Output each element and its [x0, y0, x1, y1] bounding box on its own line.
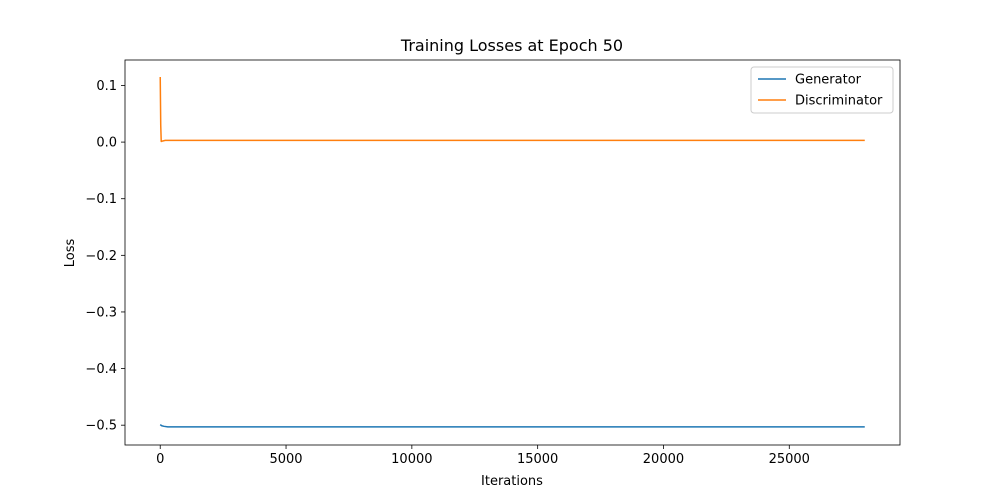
legend-label-discriminator: Discriminator	[795, 94, 883, 109]
legend: Generator Discriminator	[750, 66, 894, 114]
y-axis: 0.1 0.0 −0.1 −0.2 −0.3 −0.4 −0.5	[85, 79, 125, 434]
axes-frame	[124, 59, 901, 446]
legend-box	[750, 66, 894, 114]
y-tick-label: −0.5	[85, 419, 117, 434]
x-tick-label: 20000	[643, 452, 684, 467]
x-tick-label: 10000	[391, 452, 432, 467]
y-tick-label: −0.3	[85, 305, 117, 320]
plot-area	[124, 59, 901, 446]
y-tick-label: 0.1	[96, 79, 117, 94]
series-line-discriminator	[159, 76, 865, 143]
legend-items: Generator Discriminator	[758, 73, 883, 109]
y-tick-label: −0.1	[85, 192, 117, 207]
legend-label-generator: Generator	[795, 73, 862, 88]
x-tick-label: 5000	[269, 452, 302, 467]
y-tick-label: −0.4	[85, 362, 117, 377]
series-line-generator	[159, 424, 865, 428]
series-layer	[159, 76, 865, 428]
y-tick-label: 0.0	[96, 136, 117, 151]
x-axis: 0 5000 10000 15000 20000 25000	[156, 445, 810, 467]
x-axis-label: Iterations	[481, 474, 543, 489]
y-axis-label: Loss	[63, 239, 78, 268]
chart-title: Training Losses at Epoch 50	[400, 36, 623, 55]
x-tick-label: 25000	[769, 452, 810, 467]
x-tick-label: 0	[156, 452, 164, 467]
y-tick-label: −0.2	[85, 249, 117, 264]
x-tick-label: 15000	[517, 452, 558, 467]
